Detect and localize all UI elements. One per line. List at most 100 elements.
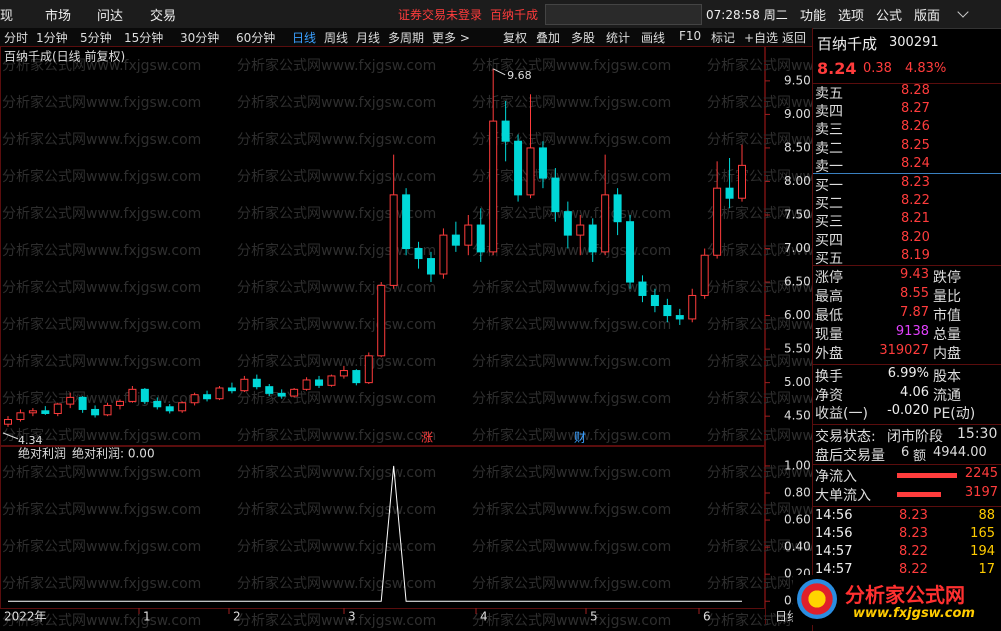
after-volume: 6: [901, 445, 910, 460]
stat-label: PE(动): [933, 406, 976, 422]
menu-item[interactable]: 问达: [97, 9, 124, 24]
period-tab[interactable]: 分时: [4, 31, 29, 45]
stat-label: 涨停: [815, 270, 843, 286]
watermark: 分析家公式网www.fxjgsw.com: [2, 316, 201, 333]
action-button[interactable]: +自选: [744, 31, 779, 45]
menu-item[interactable]: 公式: [876, 9, 903, 24]
logo: 分析家公式网 www.fxjgsw.com: [793, 575, 1001, 625]
action-button[interactable]: 叠加: [536, 31, 561, 45]
action-button[interactable]: 多股: [571, 31, 596, 45]
login-status: 证券交易未登录: [398, 8, 483, 22]
period-tab[interactable]: 15分钟: [124, 31, 164, 45]
y-tick-label: 1.00: [784, 458, 811, 472]
period-tab[interactable]: 5分钟: [80, 31, 112, 45]
menu-item[interactable]: 市场: [45, 9, 72, 24]
chart-title: 百纳千成(日线 前复权): [4, 49, 125, 64]
trade-time: 14:56: [815, 508, 853, 523]
action-button[interactable]: 标记: [711, 31, 736, 45]
period-tab[interactable]: 1分钟: [36, 31, 68, 45]
chart-area: 分析家公式网www.fxjgsw.com 分析家公式网www.fxjgsw.com…: [0, 46, 812, 629]
close-button[interactable]: [957, 6, 969, 18]
candle-body: [115, 400, 124, 406]
candle-body: [53, 403, 62, 414]
candle-body: [501, 120, 510, 142]
stat-label: 现量: [815, 327, 843, 343]
book-label: 卖四: [815, 104, 843, 121]
time-label: 3: [348, 610, 356, 624]
period-tab[interactable]: 多周期: [388, 31, 425, 45]
y-tick-label: 6.00: [784, 308, 811, 322]
stock-code: 300291: [889, 35, 939, 50]
action-button[interactable]: 统计: [606, 31, 631, 45]
candle-body: [252, 378, 261, 388]
action-button[interactable]: 画线: [641, 31, 666, 45]
logo-icon: [797, 579, 837, 619]
watermark: 分析家公式网www.fxjgsw.com: [707, 242, 812, 259]
action-button[interactable]: 返回: [782, 31, 807, 45]
period-tab[interactable]: 60分钟: [236, 31, 276, 45]
action-button[interactable]: F10: [679, 29, 702, 43]
watermark: 分析家公式网www.fxjgsw.com: [472, 242, 671, 259]
separator: [813, 464, 1001, 465]
stat-value: 9.43: [900, 267, 929, 282]
trade-volume: 17: [978, 562, 995, 577]
stat-value: 8.55: [900, 286, 929, 301]
stat-label: 外盘: [815, 346, 843, 362]
menu-item[interactable]: 现: [0, 9, 14, 24]
book-price: 8.27: [901, 101, 930, 117]
book-price: 8.25: [901, 137, 930, 153]
stat-value: 6.99%: [887, 366, 929, 381]
watermark: 分析家公式网www.fxjgsw.com: [237, 94, 436, 111]
separator: [813, 424, 1001, 425]
y-tick-label: 8.00: [784, 174, 811, 188]
menu-item[interactable]: 功能: [800, 9, 827, 24]
stock-name: 百纳千成: [817, 35, 878, 53]
time-label: 6: [703, 610, 711, 624]
candle-body: [389, 194, 398, 286]
watermark: 分析家公式网www.fxjgsw.com: [472, 168, 671, 185]
menu-item[interactable]: 交易: [150, 9, 177, 24]
book-label: 卖二: [815, 140, 843, 157]
y-tick-label: 0.80: [784, 486, 811, 500]
indicator-frame: [0, 446, 765, 609]
candle-body: [626, 221, 635, 283]
indicator-line: [8, 465, 742, 602]
watermark: 分析家公式网www.fxjgsw.com: [237, 205, 436, 222]
stat-label: 股本: [933, 369, 961, 385]
candle-body: [128, 388, 137, 402]
indicator-title: 绝对利润: [18, 446, 66, 461]
candle-body: [601, 194, 610, 253]
period-tab[interactable]: 月线: [356, 31, 381, 45]
book-price: 8.22: [901, 193, 930, 209]
candle-body: [663, 305, 672, 317]
candle-body: [16, 412, 25, 421]
watermark: 分析家公式网www.fxjgsw.com: [707, 205, 812, 222]
stat-value: 9138: [895, 324, 929, 339]
menu-item[interactable]: 选项: [838, 9, 865, 24]
y-tick-label: 8.50: [784, 140, 811, 154]
menu-item[interactable]: 版面: [914, 9, 941, 24]
action-button[interactable]: 复权: [503, 31, 528, 45]
flow-label: 大单流入: [815, 488, 871, 504]
period-tab[interactable]: 30分钟: [180, 31, 220, 45]
trade-volume: 165: [970, 526, 995, 541]
candle-body: [675, 315, 684, 320]
logo-url: www.fxjgsw.com: [853, 606, 975, 621]
trade-time: 14:57: [815, 544, 853, 559]
watermark: 分析家公式网www.fxjgsw.com: [2, 279, 201, 296]
change-pct: 4.83%: [905, 61, 947, 76]
event-marker: 财: [574, 431, 586, 445]
period-tab[interactable]: 周线: [324, 31, 349, 45]
high-pointer: [492, 68, 506, 76]
watermark: 分析家公式网www.fxjgsw.com: [237, 501, 436, 518]
book-price: 8.19: [901, 247, 930, 263]
time-label: 2022年: [4, 610, 47, 624]
watermark: 分析家公式网www.fxjgsw.com: [237, 353, 436, 370]
period-tab[interactable]: 更多 >: [432, 31, 470, 45]
logo-name: 分析家公式网: [845, 583, 965, 607]
trade-time: 14:56: [815, 526, 853, 541]
period-tab[interactable]: 日线: [292, 31, 317, 45]
flow-bar: [897, 492, 941, 497]
search-box[interactable]: [545, 4, 702, 25]
clock: 07:28:58 周二: [706, 8, 788, 22]
